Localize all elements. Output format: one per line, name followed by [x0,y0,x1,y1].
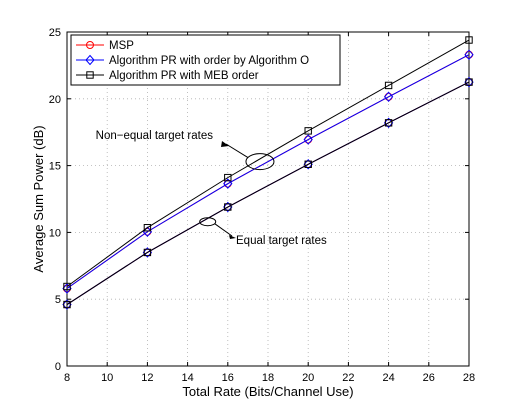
y-tick-label: 0 [55,361,61,373]
annotation-arrowhead [229,235,236,239]
annotation-label: Non−equal target rates [96,130,214,142]
series-square [63,36,473,291]
annotation-arrow [214,223,233,237]
data-point-diamond [223,178,233,189]
data-point-diamond [464,49,474,60]
legend-label: Algorithm PR with order by Algorithm O [109,55,309,67]
x-tick-label: 22 [342,372,354,384]
series-diamond [62,49,474,294]
x-axis-label: Total Rate (Bits/Channel Use) [182,384,353,399]
y-tick-label: 15 [49,161,61,173]
x-tick-label: 16 [222,372,234,384]
axis-ticks: 8 10 12 14 16 18 20 22 24 26 28 0 5 10 15 20 25 [49,27,475,384]
data-point-square [384,119,393,127]
data-point-square [304,127,312,135]
y-tick-label: 25 [49,27,61,39]
annotation-label: Equal target rates [236,235,327,247]
x-tick-label: 24 [382,372,394,384]
x-tick-label: 10 [101,372,113,384]
annotation-ellipse [199,217,217,227]
data-point-diamond [62,283,72,294]
series-line [66,54,470,289]
annotation-ellipse [245,153,275,171]
data-point-square [63,282,71,291]
data-point-diamond [85,54,95,66]
legend-box [70,34,341,86]
data-point-diamond [383,91,394,103]
legend-entry: MSP [76,40,134,52]
data-point-square [465,36,473,44]
x-tick-label: 28 [463,372,475,384]
y-tick-label: 10 [49,227,61,239]
legend-label: MSP [109,40,134,52]
data-point-square [63,300,71,309]
data-point-square [384,81,393,90]
annotation-arrowhead [221,141,229,147]
legend-label: Algorithm PR with MEB order [109,70,259,82]
data-point-square [224,203,232,211]
data-point-square [224,173,232,182]
data-point-square [304,160,312,168]
series-group [62,36,474,310]
y-axis-label: Average Sum Power (dB) [31,125,46,272]
data-point-square [143,248,152,257]
annotation-arrow [225,143,249,159]
x-tick-label: 12 [141,372,153,384]
grid [67,32,469,366]
data-point-diamond [464,76,474,88]
x-tick-label: 14 [181,372,193,384]
data-point-square [465,78,473,86]
legend-entry: Algorithm PR with MEB order [76,70,259,82]
data-point-square [143,224,152,232]
annotations: Non−equal target rates Equal target rates [96,130,327,247]
series-line [66,39,470,287]
data-point-square [86,71,94,79]
x-tick-label: 18 [262,372,274,384]
legend-entry: Algorithm PR with order by Algorithm O [76,54,309,67]
x-tick-label: 26 [423,372,435,384]
y-tick-label: 5 [55,294,61,306]
legend: MSP Algorithm PR with order by Algorithm … [70,34,341,86]
series-square [63,78,473,309]
y-tick-label: 20 [49,94,61,106]
x-tick-label: 20 [302,372,314,384]
data-point-diamond [303,134,313,145]
x-tick-label: 8 [64,372,70,384]
series-line [66,81,470,305]
data-point-circle [86,41,94,49]
